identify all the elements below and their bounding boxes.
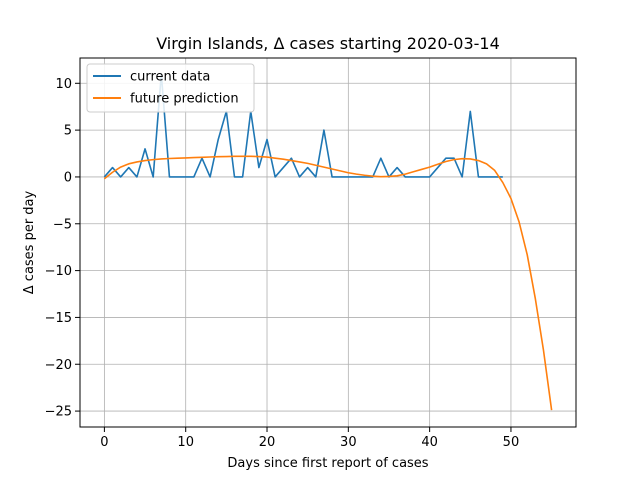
y-tick-label: 0 xyxy=(64,170,72,185)
y-tick-label: −20 xyxy=(45,358,72,373)
series-layer xyxy=(103,73,553,411)
y-tick-label: −5 xyxy=(53,217,72,232)
legend: current data future prediction xyxy=(86,63,255,113)
x-tick-label: 40 xyxy=(421,435,438,450)
legend-entry-current-data: current data xyxy=(130,70,210,85)
chart-title: Virgin Islands, Δ cases starting 2020-03… xyxy=(156,34,500,53)
x-tick-label: 30 xyxy=(340,435,357,450)
y-tick-label: −15 xyxy=(45,311,72,326)
x-tick-label: 0 xyxy=(100,435,108,450)
grid-lines xyxy=(80,58,576,427)
y-tick-label: −25 xyxy=(45,405,72,420)
x-tick-label: 50 xyxy=(503,435,520,450)
y-axis-label: Δ cases per day xyxy=(22,190,37,294)
y-tick-label: 5 xyxy=(64,124,72,139)
series-line-future-prediction xyxy=(103,155,553,411)
legend-box xyxy=(86,63,255,113)
plot-frame xyxy=(79,57,577,428)
y-tick-label: −10 xyxy=(45,264,72,279)
y-tick-label: 10 xyxy=(55,77,72,92)
x-tick-label: 20 xyxy=(259,435,276,450)
y-axis-ticks: 10 5 0 −5 −10 −15 −20 −25 xyxy=(45,77,80,420)
series-line-current-data xyxy=(103,73,503,178)
x-axis-label: Days since first report of cases xyxy=(227,456,428,471)
legend-entry-future-prediction: future prediction xyxy=(130,92,239,107)
x-tick-label: 10 xyxy=(177,435,194,450)
x-axis-ticks: 0 10 20 30 40 50 xyxy=(100,427,519,450)
